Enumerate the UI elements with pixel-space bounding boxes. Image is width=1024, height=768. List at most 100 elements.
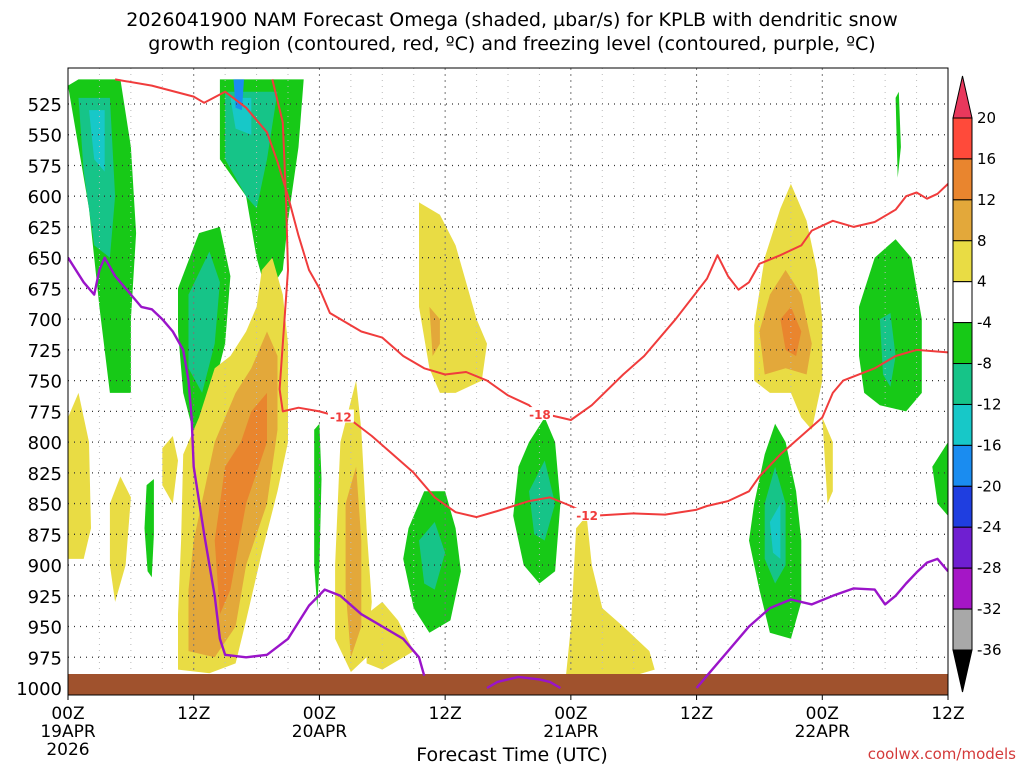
y-tick-800: 800: [28, 433, 62, 454]
contour-label-bg-3: [574, 507, 601, 521]
colorbar-segment-7: [952, 363, 973, 405]
colorbar-segment-4: [952, 240, 973, 283]
colorbar-top-arrow: [952, 75, 973, 119]
y-tick-650: 650: [28, 249, 62, 270]
omega-cell-3: [89, 110, 105, 172]
x-tick-48: 00Z: [554, 704, 587, 724]
omega-cell-13: [214, 392, 267, 615]
contour-label-3: -12: [576, 509, 598, 523]
colorbar-segment-12: [952, 567, 973, 610]
x-tick-60: 12Z: [680, 704, 713, 724]
omega-cell-9: [188, 251, 220, 393]
y-tick-675: 675: [28, 279, 62, 300]
omega-cell-26: [529, 460, 556, 541]
omega-cell-7: [233, 79, 244, 111]
x-tick-24: 00Z: [303, 704, 336, 724]
colorbar-label-10: -20: [977, 477, 1002, 495]
plot-frame: [67, 67, 949, 696]
y-tick-525: 525: [28, 95, 62, 116]
contour-label-1: -12: [330, 411, 352, 425]
x-tick-date-0: 19APR: [40, 722, 96, 742]
freezing-level-contour-2: [486, 675, 562, 690]
y-tick-925: 925: [28, 587, 62, 608]
omega-cell-30: [780, 306, 802, 356]
colorbar-segment-1: [952, 117, 973, 160]
contour-label-2: -18: [529, 408, 551, 422]
x-tick-72: 00Z: [806, 704, 839, 724]
grid-lines: [68, 68, 948, 674]
colorbar-bottom-arrow: [952, 649, 973, 693]
colorbar: 20 16 12 8 4 -4 -8 -12 -16 -20 -24 -28 -32 -36: [952, 75, 1002, 693]
omega-cell-2: [78, 97, 116, 258]
contours: -12 -18 -12: [68, 78, 948, 690]
dgz-contour-2: [271, 79, 948, 519]
y-axis: 525 550 575 600 625 650 675 700 725 750 775 800 825 8…: [16, 95, 62, 700]
colorbar-label-13: -32: [977, 600, 1002, 618]
y-tick-975: 975: [28, 648, 62, 669]
omega-shading: [68, 79, 948, 682]
colorbar-label-1: 20: [977, 109, 996, 127]
colorbar-segment-13: [952, 608, 973, 651]
source-credit[interactable]: coolwx.com/models: [867, 745, 1016, 763]
y-tick-825: 825: [28, 464, 62, 485]
y-tick-875: 875: [28, 525, 62, 546]
y-tick-600: 600: [28, 187, 62, 208]
colorbar-segment-8: [952, 403, 973, 446]
omega-cell-10: [162, 436, 178, 504]
colorbar-label-8: -12: [977, 395, 1002, 413]
x-tick-12: 12Z: [177, 704, 210, 724]
colorbar-label-9: -16: [977, 436, 1002, 454]
y-tick-900: 900: [28, 556, 62, 577]
y-tick-950: 950: [28, 618, 62, 639]
y-tick-1000: 1000: [16, 679, 62, 700]
omega-cell-27: [565, 515, 655, 682]
chart-title-line-2: growth region (contoured, red, ºC) and f…: [148, 33, 876, 55]
x-tick-date-24: 20APR: [292, 722, 348, 742]
omega-cell-34: [769, 503, 781, 559]
omega-cell-14: [109, 476, 131, 602]
colorbar-segment-5: [952, 281, 973, 324]
colorbar-label-12: -28: [977, 559, 1002, 577]
x-tick-36: 12Z: [429, 704, 462, 724]
omega-cell-15: [68, 392, 91, 559]
y-tick-550: 550: [28, 126, 62, 147]
colorbar-segment-11: [952, 526, 973, 569]
x-axis-label: Forecast Time (UTC): [416, 744, 608, 766]
x-tick-date-48: 21APR: [543, 722, 599, 742]
omega-cell-38: [932, 442, 948, 516]
y-tick-850: 850: [28, 495, 62, 516]
contour-label-bg-2: [526, 407, 553, 421]
colorbar-segment-2: [952, 158, 973, 201]
colorbar-label-6: -4: [977, 314, 992, 332]
colorbar-label-14: -36: [977, 641, 1002, 659]
y-tick-625: 625: [28, 218, 62, 239]
y-tick-725: 725: [28, 341, 62, 362]
chart-title-line-1: 2026041900 NAM Forecast Omega (shaded, µ…: [126, 9, 898, 31]
colorbar-segment-9: [952, 444, 973, 487]
omega-cell-20: [314, 423, 322, 609]
colorbar-segment-6: [952, 322, 973, 365]
x-tick-date-72: 22APR: [795, 722, 851, 742]
colorbar-label-2: 16: [977, 150, 996, 168]
x-tick-0: 00Z: [51, 704, 84, 724]
freezing-level-contour-1: [68, 256, 426, 677]
omega-cell-37: [895, 91, 901, 178]
colorbar-segment-3: [952, 199, 973, 242]
omega-cell-16: [144, 479, 154, 578]
omega-cell-22: [419, 522, 446, 590]
x-tick-84: 12Z: [931, 704, 964, 724]
omega-cell-19: [366, 601, 414, 670]
y-tick-775: 775: [28, 402, 62, 423]
x-tick-year-0: 2026: [46, 740, 89, 760]
freezing-level-contour-3: [695, 557, 948, 689]
colorbar-label-7: -8: [977, 355, 992, 373]
y-tick-700: 700: [28, 310, 62, 331]
y-tick-750: 750: [28, 372, 62, 393]
omega-cell-24: [429, 306, 440, 356]
colorbar-segment-10: [952, 485, 973, 528]
colorbar-label-4: 8: [977, 232, 987, 250]
colorbar-label-5: 4: [977, 273, 987, 291]
y-tick-575: 575: [28, 156, 62, 177]
